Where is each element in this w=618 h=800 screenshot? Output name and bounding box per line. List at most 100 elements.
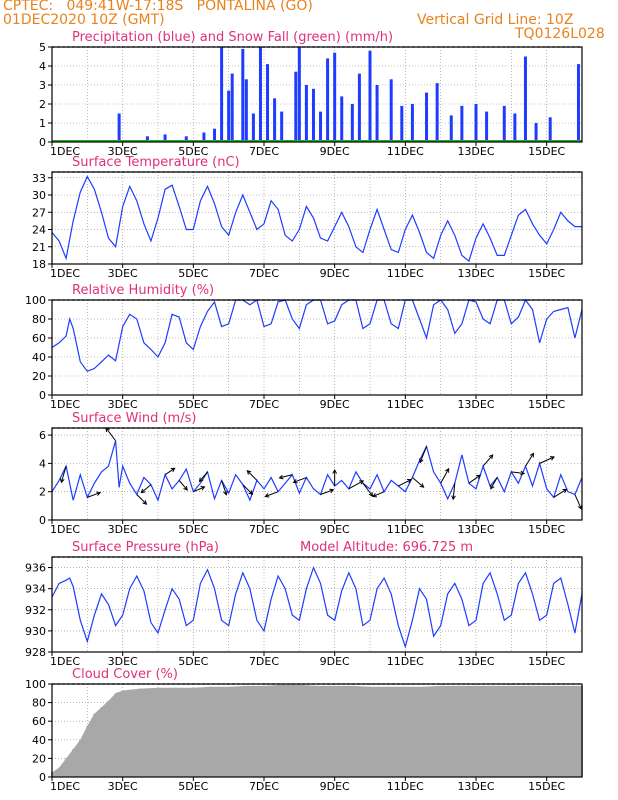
wind-vector-shaft xyxy=(265,491,279,497)
cloud-cover-bar xyxy=(157,687,159,777)
wind-vector-head xyxy=(248,490,254,495)
cloud-cover-bar xyxy=(280,684,283,777)
x-tick-label: 13DEC xyxy=(457,398,494,411)
cloud-cover-bar xyxy=(439,685,442,777)
y-tick-label: 20 xyxy=(32,370,46,383)
precip-bar xyxy=(485,111,489,142)
cloud-cover-bar xyxy=(58,767,61,777)
panel-frame xyxy=(51,46,583,143)
wind-vector-shaft xyxy=(419,446,427,463)
wind-vector-shaft xyxy=(279,474,293,479)
wind-vector-shaft xyxy=(525,453,534,467)
x-tick-label: 11DEC xyxy=(387,523,424,536)
wind-vector xyxy=(553,488,568,498)
wind-vector-head xyxy=(520,470,526,476)
precip-bar xyxy=(230,73,234,142)
panel-rh: 0 20 40 60 80 100 1DEC 3DEC 5DEC 7DEC 9DEC 11DEC 13D… xyxy=(25,283,583,411)
x-tick-label: 9DEC xyxy=(320,145,350,158)
cloud-cover-bar xyxy=(404,686,407,777)
wind-vector-head xyxy=(292,478,298,484)
precip-bar xyxy=(258,47,262,142)
wind-vector-head xyxy=(529,452,535,458)
wind-vector-head xyxy=(407,478,412,484)
wind-vector xyxy=(105,427,116,442)
wind-vector-shaft xyxy=(293,477,307,483)
precip-bar xyxy=(297,47,301,142)
wind-vector xyxy=(451,483,456,501)
y-tick-label: 30 xyxy=(32,189,46,202)
cloud-cover-bar xyxy=(457,685,460,777)
cloud-cover-bar xyxy=(369,686,371,777)
panel-precip: 0 1 2 3 4 5 1DEC 3DEC 5DEC 7DEC 9DEC 11DEC 13DEC 15DE… xyxy=(39,30,583,158)
wind-vector xyxy=(178,480,188,491)
station-header: CPTEC: 049:41W-17:18S PONTALINA (GO) xyxy=(3,0,313,14)
precip-bar xyxy=(449,115,453,142)
x-tick-label: 13DEC xyxy=(457,655,494,668)
y-tick-label: 0 xyxy=(39,771,46,784)
x-tick-label: 1DEC xyxy=(50,398,80,411)
wind-vector xyxy=(193,486,206,493)
wind-vector-head xyxy=(198,477,204,483)
precip-bar xyxy=(251,113,255,142)
wind-vector-shaft xyxy=(372,491,385,497)
panel-frame xyxy=(51,556,583,653)
relative-humidity-line xyxy=(51,298,583,373)
date-header: 01DEC2020 10Z (GMT) xyxy=(3,12,165,28)
wind-vector-shaft xyxy=(511,471,525,474)
panel-frame xyxy=(51,427,583,521)
x-tick-label: 7DEC xyxy=(249,655,279,668)
wind-vector-shaft xyxy=(482,454,494,467)
x-tick-label: 9DEC xyxy=(320,398,350,411)
y-tick-label: 936 xyxy=(25,562,46,575)
wind-vector-head xyxy=(562,488,568,494)
cloud-cover-bar xyxy=(528,685,530,777)
precip-bar xyxy=(576,64,580,142)
panel-temp: 18 21 24 27 30 33 1DEC 3DEC 5DEC 7DEC 9DEC 11DEC 13D… xyxy=(32,155,583,280)
x-tick-label: 3DEC xyxy=(108,398,138,411)
wind-vector-shaft xyxy=(468,474,481,484)
wind-vector xyxy=(164,467,176,476)
wind-vector xyxy=(60,466,67,484)
panel-wind: 0 2 4 6 1DEC 3DEC 5DEC 7DEC 9DEC 11DEC 13DEC 15DEC S… xyxy=(39,411,583,536)
y-tick-label: 33 xyxy=(32,172,46,185)
precip-bar xyxy=(534,123,538,142)
wind-vector xyxy=(264,491,279,498)
cloud-cover-bar xyxy=(86,725,89,777)
precip-bar xyxy=(202,132,206,142)
precip-bar xyxy=(435,83,439,142)
y-tick-label: 40 xyxy=(32,351,46,364)
y-tick-label: 3 xyxy=(39,79,46,92)
wind-vector-head xyxy=(549,456,555,461)
precip-bar xyxy=(368,50,372,142)
wind-vector xyxy=(412,477,425,488)
cloud-cover-bar xyxy=(192,687,195,777)
precip-bar xyxy=(410,104,414,142)
surface-temperature-line xyxy=(51,175,582,263)
precip-bar xyxy=(425,92,429,142)
y-tick-label: 0 xyxy=(39,389,46,402)
grid-line-note: Vertical Grid Line: 10Z xyxy=(417,12,574,28)
wind-vector-shaft xyxy=(440,468,450,484)
cloud-cover-bar xyxy=(79,739,82,777)
x-tick-label: 1DEC xyxy=(50,267,80,280)
cloud-cover-bar xyxy=(174,687,177,777)
precip-bar xyxy=(294,71,298,142)
y-tick-label: 80 xyxy=(32,697,46,710)
wind-vector-shaft xyxy=(452,483,456,500)
wind-vector xyxy=(482,454,494,467)
x-tick-label: 3DEC xyxy=(108,523,138,536)
x-tick-label: 11DEC xyxy=(387,145,424,158)
wind-vector-shaft xyxy=(490,477,498,489)
wind-vector-head xyxy=(419,458,424,464)
wind-vector xyxy=(574,494,583,510)
x-tick-label: 3DEC xyxy=(108,267,138,280)
panel-title: Cloud Cover (%) xyxy=(72,667,178,682)
y-tick-label: 1 xyxy=(39,117,46,130)
precip-bar xyxy=(375,85,379,142)
x-tick-label: 7DEC xyxy=(249,398,279,411)
panel-frame xyxy=(51,299,583,396)
precip-bar xyxy=(513,113,517,142)
x-tick-label: 15DEC xyxy=(528,267,565,280)
wind-vector xyxy=(468,474,481,484)
